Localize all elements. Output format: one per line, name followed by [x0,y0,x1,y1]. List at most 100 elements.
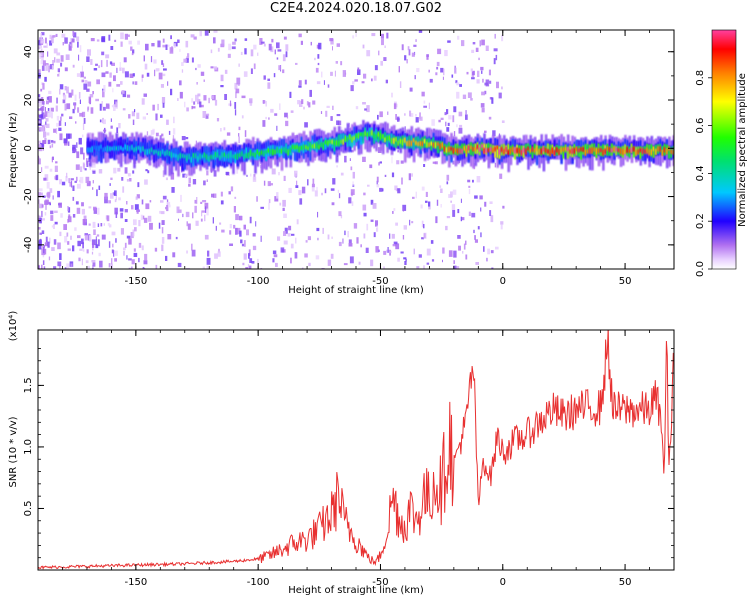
heatmap-noise-cell [157,103,159,111]
heatmap-ridge-cell [496,145,499,159]
heatmap-ridge-cell [522,147,526,153]
heatmap-ridge-cell [128,146,132,152]
heatmap-ridge-cell [223,152,226,157]
heatmap-noise-cell [243,253,247,260]
heatmap-noise-cell [161,244,164,252]
heatmap-noise-cell [488,116,492,120]
heatmap-ridge-cell [368,131,372,137]
heatmap-noise-cell [344,155,347,163]
y-tick-label: 20 [23,94,34,107]
heatmap-noise-cell [326,105,330,108]
y-tick-label: 1.0 [23,439,34,455]
heatmap-noise-cell [162,63,165,67]
heatmap-noise-cell [51,157,53,163]
heatmap-noise-cell [146,113,148,115]
heatmap-noise-cell [96,189,98,197]
heatmap-noise-cell [38,114,43,118]
heatmap-noise-cell [411,173,413,177]
heatmap-ridge-cell [553,149,557,156]
heatmap-noise-cell [484,201,487,207]
heatmap-ridge-cell [465,138,469,151]
heatmap-noise-cell [393,208,396,211]
heatmap-noise-cell [141,76,143,82]
heatmap-noise-cell [501,86,503,90]
heatmap-noise-cell [114,190,117,196]
heatmap-noise-cell [89,235,92,242]
heatmap-noise-cell [68,178,71,184]
heatmap-noise-cell [108,34,111,41]
heatmap-ridge-cell [258,151,262,156]
heatmap-noise-cell [458,111,463,117]
heatmap-noise-cell [457,209,460,214]
heatmap-noise-cell [40,38,45,44]
heatmap-noise-cell [423,105,427,108]
heatmap-noise-cell [394,185,398,191]
x-tick-label: 0 [500,577,506,588]
heatmap-noise-cell [100,223,103,227]
heatmap-ridge-cell [287,149,290,156]
heatmap-noise-cell [185,173,188,178]
heatmap-noise-cell [227,53,231,58]
heatmap-noise-cell [123,247,126,251]
heatmap-noise-cell [407,46,410,51]
heatmap-noise-cell [131,111,135,117]
heatmap-noise-cell [96,234,100,237]
heatmap-noise-cell [45,37,47,44]
heatmap-noise-cell [342,70,346,77]
heatmap-noise-cell [55,105,58,112]
heatmap-noise-cell [244,130,247,137]
heatmap-noise-cell [44,242,48,247]
heatmap-noise-cell [111,263,113,268]
heatmap-noise-cell [284,112,288,118]
heatmap-noise-cell [64,86,67,91]
heatmap-ridge-cell [555,147,559,153]
heatmap-noise-cell [340,61,343,66]
heatmap-ridge-cell [340,134,343,146]
heatmap-noise-cell [79,176,84,184]
heatmap-noise-cell [308,102,311,108]
heatmap-ridge-cell [498,148,502,155]
heatmap-noise-cell [502,205,505,209]
heatmap-noise-cell [211,95,214,100]
heatmap-ridge-cell [366,123,370,137]
heatmap-noise-cell [155,68,160,72]
heatmap-noise-cell [253,44,257,50]
heatmap-noise-cell [210,66,214,69]
heatmap-noise-cell [472,42,476,45]
heatmap-noise-cell [145,169,148,172]
heatmap-noise-cell [228,43,232,51]
heatmap-noise-cell [187,223,191,230]
heatmap-noise-cell [158,222,161,229]
heatmap-ridge-cell [641,148,645,155]
heatmap-ridge-cell [580,139,583,153]
heatmap-ridge-cell [117,145,121,151]
heatmap-ridge-cell [113,146,116,151]
heatmap-noise-cell [200,71,205,76]
heatmap-ridge-cell [463,145,466,151]
heatmap-noise-cell [88,223,91,226]
heatmap-noise-cell [395,222,398,226]
heatmap-noise-cell [57,73,59,77]
heatmap-noise-cell [161,237,165,244]
heatmap-ridge-cell [364,131,367,137]
heatmap-noise-cell [248,249,251,257]
colorbar-frame [711,29,737,270]
heatmap-noise-cell [69,182,72,187]
heatmap-ridge-cell [359,132,363,145]
heatmap-noise-cell [247,264,250,269]
heatmap-noise-cell [79,45,82,53]
heatmap-noise-cell [479,195,483,200]
heatmap-ridge-cell [89,147,92,153]
heatmap-noise-cell [138,257,140,263]
heatmap-ridge-cell [654,148,658,155]
heatmap-noise-cell [383,266,385,269]
heatmap-noise-cell [186,250,188,254]
heatmap-noise-cell [327,84,330,88]
heatmap-noise-cell [195,140,197,147]
heatmap-noise-cell [47,108,50,114]
heatmap-ridge-cell [417,141,420,147]
heatmap-noise-cell [88,206,92,209]
heatmap-noise-cell [461,40,465,47]
heatmap-noise-cell [72,245,75,252]
